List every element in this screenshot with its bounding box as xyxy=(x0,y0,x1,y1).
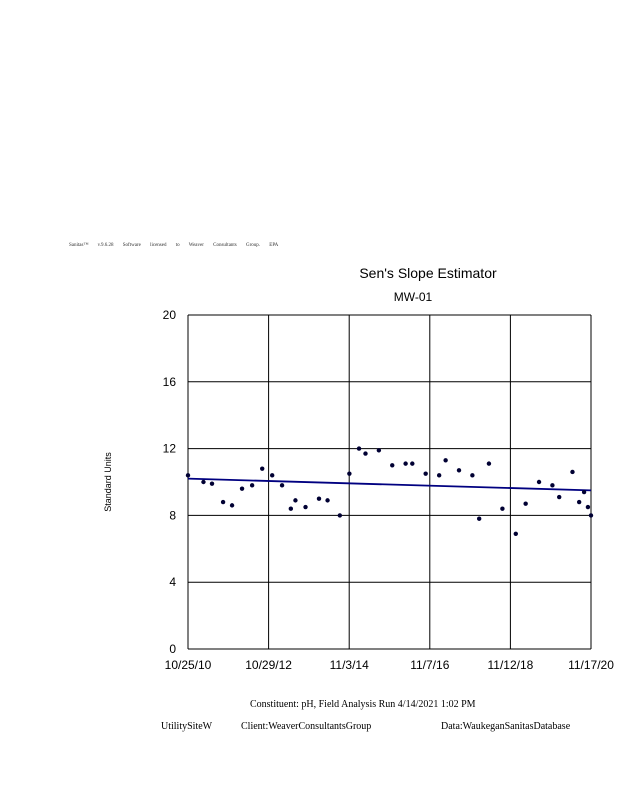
data-point xyxy=(269,473,275,478)
y-tick-label: 4 xyxy=(169,575,176,589)
data-point xyxy=(500,506,505,511)
data-point xyxy=(316,496,322,501)
footer-constituent: Constituent: pH, Field Analysis Run 4/14… xyxy=(250,699,476,710)
data-point xyxy=(476,516,482,521)
y-axis-ticks: 0 4 8 12 16 20 xyxy=(163,308,177,656)
data-point xyxy=(410,461,415,466)
x-tick-label: 11/12/18 xyxy=(487,658,533,672)
data-point xyxy=(536,479,542,485)
data-point xyxy=(523,501,528,506)
data-point xyxy=(585,504,591,510)
data-point xyxy=(588,513,594,518)
data-point xyxy=(550,483,555,488)
data-point xyxy=(423,471,428,476)
y-tick-label: 20 xyxy=(163,308,177,322)
sens-slope-trend-line xyxy=(187,477,592,492)
data-point xyxy=(443,458,448,463)
data-point xyxy=(201,479,206,485)
data-point xyxy=(456,468,462,473)
license-banner: Sanitas™ v.9.6.28 Software licensed to W… xyxy=(69,243,279,248)
data-point xyxy=(220,499,226,505)
data-point xyxy=(325,498,330,503)
data-point xyxy=(376,448,382,453)
x-tick-label: 10/25/10 xyxy=(165,658,212,672)
data-point xyxy=(513,531,518,536)
data-point xyxy=(185,473,191,478)
data-point xyxy=(570,469,575,475)
plot-grid xyxy=(187,314,592,650)
y-axis-label: Standard Units xyxy=(103,452,113,512)
data-point xyxy=(260,466,265,471)
data-points xyxy=(185,446,594,536)
data-point xyxy=(363,451,368,456)
footer-site: UtilitySiteW xyxy=(161,721,213,732)
data-point xyxy=(209,481,215,486)
chart-subtitle: MW-01 xyxy=(394,290,433,304)
y-tick-label: 8 xyxy=(169,508,176,522)
data-point xyxy=(293,498,298,503)
data-point xyxy=(581,489,587,495)
data-point xyxy=(470,473,475,478)
x-axis-ticks: 10/25/10 10/29/12 11/3/14 11/7/16 11/12/18 11… xyxy=(165,658,615,672)
footer-client: Client:WeaverConsultantsGroup xyxy=(241,721,372,732)
data-point xyxy=(436,473,442,478)
data-point xyxy=(337,513,343,518)
data-point xyxy=(249,483,255,488)
y-tick-label: 12 xyxy=(163,442,177,456)
data-point xyxy=(576,499,582,505)
data-point xyxy=(303,504,308,510)
x-tick-label: 10/29/12 xyxy=(245,658,292,672)
x-tick-label: 11/17/20 xyxy=(568,658,614,672)
data-point xyxy=(279,483,285,488)
y-tick-label: 16 xyxy=(163,375,177,389)
footer-data: Data:WaukeganSanitasDatabase xyxy=(441,721,571,732)
data-point xyxy=(288,506,294,511)
data-point xyxy=(390,463,395,468)
data-point xyxy=(347,471,352,476)
x-tick-label: 11/3/14 xyxy=(330,658,369,672)
data-point xyxy=(356,446,362,451)
chart-title: Sen's Slope Estimator xyxy=(359,265,497,281)
y-tick-label: 0 xyxy=(169,642,176,656)
data-point xyxy=(486,461,492,466)
x-tick-label: 11/7/16 xyxy=(410,658,449,672)
data-point xyxy=(557,494,562,500)
data-point xyxy=(239,486,245,491)
data-point xyxy=(403,461,408,466)
trend-line-group xyxy=(187,477,592,492)
data-point xyxy=(229,503,235,508)
